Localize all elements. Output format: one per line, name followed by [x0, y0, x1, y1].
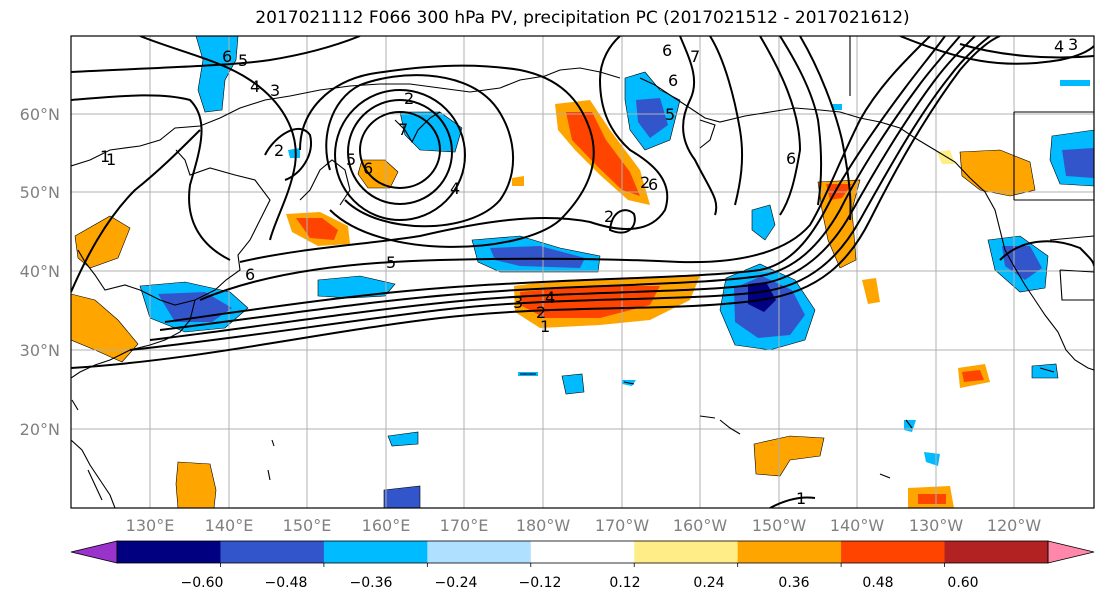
colorbar-tick-label: −0.60: [181, 575, 224, 591]
contour-label: 5: [386, 253, 396, 272]
contour-label: 2: [536, 303, 546, 322]
latitude-labels: 60°N 50°N 40°N 30°N 20°N: [20, 105, 60, 439]
contour-label: 6: [662, 41, 672, 60]
colorbar-tick-labels: −0.60 −0.48 −0.36 −0.24 −0.12 0.12 0.24 …: [181, 575, 979, 591]
contour-label: 4: [450, 179, 460, 198]
colorbar-tick-label: −0.36: [350, 575, 393, 591]
map-frame: [70, 35, 1095, 509]
colorbar-tick-label: −0.24: [435, 575, 478, 591]
contour-label: 6: [648, 175, 658, 194]
contour-label: 2: [274, 141, 284, 160]
lat-label-40n: 40°N: [20, 262, 60, 281]
contour-label: 3: [1068, 35, 1078, 54]
colorbar-tick-label: 0.60: [947, 575, 978, 591]
lon-label: 120°W: [987, 516, 1042, 535]
coastlines: [71, 36, 1094, 508]
contour-label: 4: [250, 77, 260, 96]
contour-label: 6: [245, 265, 255, 284]
colorbar-swatch: [530, 541, 635, 563]
colorbar-tick-label: −0.48: [265, 575, 308, 591]
contour-labels: 6 5 4 3 2 1 7 6 5 4 2 1 4 3 2 1 6 2 6 7 …: [100, 35, 1078, 508]
lat-label-30n: 30°N: [20, 341, 60, 360]
colorbar-extend-min: [70, 540, 118, 564]
contour-label: 2: [640, 173, 650, 192]
contour-label: 5: [346, 150, 356, 169]
lat-label-50n: 50°N: [20, 183, 60, 202]
colorbar-tick-label: −0.12: [519, 575, 562, 591]
map-area: 6 5 4 3 2 1 7 6 5 4 2 1 4 3 2 1 6 2 6 7 …: [71, 35, 1094, 508]
map-title: 2017021112 F066 300 hPa PV, precipitatio…: [255, 8, 910, 28]
lon-label: 160°W: [673, 516, 728, 535]
contour-label: 7: [398, 120, 408, 139]
colorbar-tick-label: 0.12: [609, 575, 640, 591]
contour-label: 1: [100, 147, 110, 166]
lon-label: 170°E: [440, 516, 489, 535]
lat-label-20n: 20°N: [20, 420, 60, 439]
longitude-labels: 130°E 140°E 150°E 160°E 170°E 180°W 170°…: [126, 516, 1042, 535]
colorbar-swatch: [944, 541, 1049, 563]
colorbar-extend-max: [1047, 540, 1095, 564]
contour-label: 6: [363, 159, 373, 178]
lon-label: 160°E: [362, 516, 411, 535]
contour-label: 7: [690, 47, 700, 66]
contour-label: 1: [106, 150, 116, 169]
contour-label: 4: [545, 288, 555, 307]
contour-label: 3: [270, 81, 280, 100]
lon-label: 140°W: [830, 516, 885, 535]
pv-contours: [71, 36, 1094, 508]
contour-label: 1: [796, 489, 806, 508]
lon-label: 150°E: [283, 516, 332, 535]
colorbar-tick-label: 0.36: [778, 575, 809, 591]
contour-label: 6: [786, 149, 796, 168]
contour-label: 2: [604, 207, 614, 226]
contour-label: 1: [540, 317, 550, 336]
colorbar-swatch: [841, 541, 946, 563]
contour-label: 6: [222, 47, 232, 66]
contour-label: 3: [513, 293, 523, 312]
contour-label: 4: [1054, 37, 1064, 56]
lon-label: 140°E: [205, 516, 254, 535]
lat-label-60n: 60°N: [20, 105, 60, 124]
lon-label: 170°W: [595, 516, 650, 535]
colorbar-swatch: [220, 541, 325, 563]
contour-label: 5: [238, 51, 248, 70]
contour-label: 5: [665, 105, 675, 124]
lon-label: 130°W: [909, 516, 964, 535]
colorbar-swatch: [117, 541, 221, 563]
colorbar-swatch: [737, 541, 842, 563]
lon-label: 130°E: [126, 516, 175, 535]
colorbar: [70, 540, 1095, 567]
lon-label: 180°W: [516, 516, 571, 535]
colorbar-tick-label: 0.48: [862, 575, 893, 591]
colorbar-swatch: [323, 541, 428, 563]
colorbar-swatch: [634, 541, 739, 563]
contour-label: 6: [668, 71, 678, 90]
lon-label: 150°W: [752, 516, 807, 535]
colorbar-tick-label: 0.24: [693, 575, 724, 591]
contour-label: 2: [404, 89, 414, 108]
colorbar-outline: [116, 540, 1049, 564]
colorbar-swatch: [427, 541, 532, 563]
precipitation-fill: [71, 36, 1094, 508]
